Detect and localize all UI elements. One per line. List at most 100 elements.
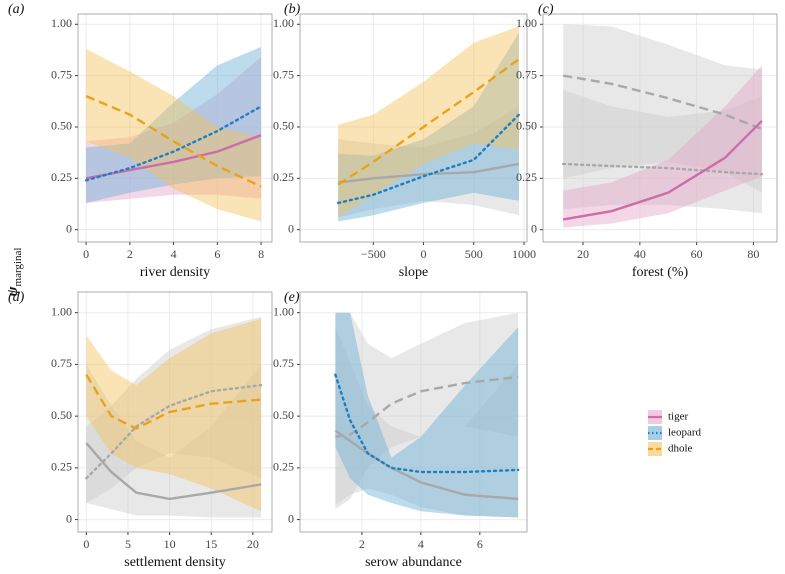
plot-border [542, 13, 778, 243]
panel-label: (d) [8, 290, 25, 305]
y-tick-label: 0.75 [273, 356, 294, 370]
plot-background [300, 292, 527, 532]
confidence-band [338, 32, 519, 222]
x-tick-label: 8 [258, 247, 264, 261]
x-tick-label: 4 [171, 247, 177, 261]
legend-label: leopard [668, 427, 701, 439]
y-tick-label: 0 [531, 221, 537, 235]
x-tick-label: 0 [83, 247, 89, 261]
series-line [337, 58, 520, 186]
legend-key [648, 426, 662, 440]
confidence-band [86, 57, 262, 203]
x-tick-label: 0 [83, 537, 89, 551]
y-tick-label: 0.25 [516, 170, 537, 184]
y-tick-label: 0.25 [273, 170, 294, 184]
series-line [84, 105, 263, 182]
x-tick-label: 500 [465, 247, 483, 261]
x-tick-label: 15 [205, 537, 217, 551]
confidence-band [563, 90, 762, 214]
y-label-subscript: marginal [12, 248, 24, 287]
confidence-band [86, 316, 262, 504]
y-tick-label: 0.50 [273, 119, 294, 133]
confidence-band [86, 48, 262, 222]
y-tick-label: 0.75 [516, 67, 537, 81]
x-tick-label: 20 [247, 537, 259, 551]
y-tick-label: 0.50 [516, 119, 537, 133]
panel-label: (e) [284, 290, 300, 305]
x-axis-label: settlement density [124, 555, 225, 570]
x-tick-label: 40 [634, 247, 646, 261]
x-tick-label: 2 [127, 247, 133, 261]
x-tick-label: 80 [747, 247, 759, 261]
confidence-band [335, 312, 519, 518]
y-tick-label: 1.00 [273, 16, 294, 30]
x-tick-label: 4 [418, 537, 424, 551]
x-tick-label: 60 [691, 247, 703, 261]
panel-label: (c) [538, 2, 554, 17]
y-tick-label: 0.25 [51, 460, 72, 474]
panel: 0 0.25 0.50 0.75 1.00 0 2 4 6 8 river density (a) [8, 2, 273, 280]
legend-label: dhole [668, 443, 693, 455]
legend-label: tiger [668, 411, 688, 423]
y-tick-label: 1.00 [516, 16, 537, 30]
series-line [85, 95, 262, 188]
plot-border [77, 13, 273, 243]
x-tick-label: −500 [361, 247, 386, 261]
y-label-symbol: ψ [5, 285, 21, 296]
panel: 0 0.25 0.50 0.75 1.00 0 5 10 15 20 settlement dens… [8, 290, 273, 570]
x-tick-label: 1000 [512, 247, 536, 261]
y-tick-label: 1.00 [51, 304, 72, 318]
series-line [336, 113, 521, 205]
confidence-band [335, 312, 519, 510]
series-line [561, 162, 764, 176]
series-line [562, 74, 763, 131]
x-axis-label: river density [140, 265, 210, 280]
confidence-band [86, 46, 262, 203]
y-tick-label: 0 [288, 221, 294, 235]
y-tick-label: 0.75 [273, 67, 294, 81]
y-tick-label: 0.50 [273, 408, 294, 422]
x-tick-label: 5 [125, 537, 131, 551]
panel: 0 0.25 0.50 0.75 1.00 2 4 6 serow abundance (e) [273, 290, 528, 570]
panel-label: (b) [284, 2, 301, 17]
y-tick-label: 0.25 [273, 460, 294, 474]
panel: 0 0.25 0.50 0.75 1.00 20 40 60 80 forest (%) (c) [516, 2, 778, 280]
plot-background [78, 14, 272, 242]
plot-border [299, 291, 528, 533]
plot-border [77, 291, 273, 533]
series-line [85, 442, 262, 501]
series-line [338, 162, 520, 184]
x-tick-label: 6 [214, 247, 220, 261]
y-tick-label: 0.50 [51, 408, 72, 422]
series-line [562, 119, 763, 221]
y-tick-label: 0.50 [51, 119, 72, 133]
confidence-band [86, 318, 262, 512]
confidence-band [338, 106, 519, 218]
series-line [335, 375, 519, 439]
plot-background [543, 14, 777, 242]
legend-key [648, 442, 662, 456]
x-axis-label: forest (%) [632, 265, 689, 280]
confidence-band [335, 327, 519, 518]
y-tick-label: 0 [288, 511, 294, 525]
x-tick-label: 0 [421, 247, 427, 261]
y-tick-label: 1.00 [51, 16, 72, 30]
y-tick-label: 0 [66, 511, 72, 525]
x-tick-label: 20 [577, 247, 589, 261]
x-axis-label: slope [399, 265, 429, 280]
y-axis-label: ψmarginal [5, 248, 23, 297]
panel-label: (a) [8, 2, 25, 17]
series-line [85, 383, 263, 480]
legend: tiger leopard dhole [648, 410, 701, 456]
y-tick-label: 1.00 [273, 304, 294, 318]
plot-border [299, 13, 528, 243]
confidence-band [563, 24, 762, 193]
confidence-band [86, 364, 262, 518]
x-tick-label: 2 [359, 537, 365, 551]
x-tick-label: 6 [477, 537, 483, 551]
x-axis-label: serow abundance [365, 555, 462, 570]
y-tick-label: 0 [66, 221, 72, 235]
x-tick-label: 10 [164, 537, 176, 551]
panel: 0 0.25 0.50 0.75 1.00 −500 0 500 1000 slope (b) [273, 2, 536, 280]
